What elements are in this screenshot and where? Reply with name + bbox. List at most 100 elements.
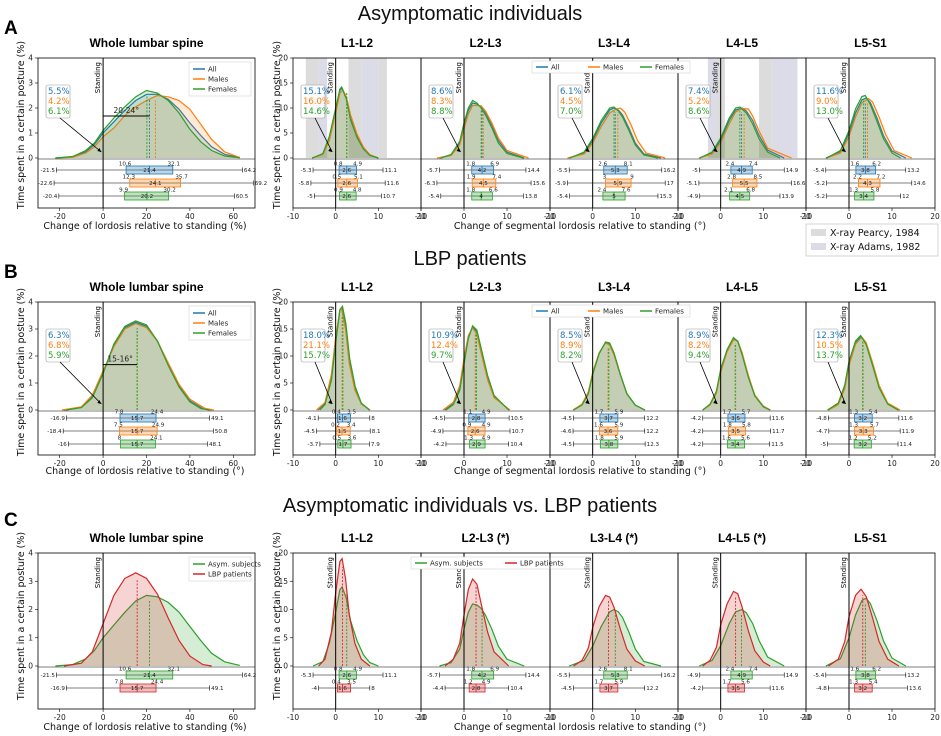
xtick-label: 20 (801, 713, 811, 722)
box-q3-label: 30.2 (163, 187, 175, 193)
xtick-label: 10 (887, 212, 897, 221)
box-row: -5.9 3 5.9 9 17 (555, 174, 674, 188)
percent-below-label: 8.5% (560, 331, 582, 341)
box-max-label: 13.8 (525, 194, 538, 200)
series-legend: Asym. subjects LBP patients (188, 556, 261, 582)
legend-frame (410, 556, 592, 570)
iqr-box (467, 426, 486, 436)
ytick-label: 2 (28, 104, 33, 113)
density-area (826, 98, 912, 158)
xtick-label: 20 (545, 212, 555, 221)
box-min-label: -5.3 (301, 168, 312, 174)
percent-below-label: 8.6% (431, 87, 453, 97)
standing-label: Standing (584, 557, 592, 588)
annotation-arrow (571, 361, 590, 405)
box-max-label: 11.9 (902, 429, 915, 435)
density-line (436, 104, 529, 159)
box-max-label: 14.9 (786, 168, 799, 174)
annotation-arrowhead (456, 400, 461, 404)
standing-label: Standing (94, 62, 102, 93)
panel-title: L3-L4 (598, 36, 630, 50)
iqr-box (119, 413, 157, 423)
panel-title: L3-L4 (*) (590, 531, 638, 545)
box-median-label: 2.6 (342, 168, 351, 174)
box-q1-label: 0.5 (332, 435, 341, 441)
xtick-label: 0 (101, 713, 106, 722)
box-median-label: 2.8 (472, 416, 481, 422)
iqr-box (727, 439, 745, 449)
box-max-label: 15.6 (533, 181, 546, 187)
percent-below-label: 21.1% (303, 341, 330, 351)
percent-below-label: 12.4% (431, 341, 458, 351)
box-max-label: 11.1 (385, 168, 398, 174)
ytick-label: 15 (278, 79, 288, 88)
box-q1-label: 1.3 (849, 422, 858, 428)
box-min-label: -4.8 (816, 686, 827, 692)
panel-title: L2-L3 (469, 36, 501, 50)
density-area (55, 94, 240, 158)
xtick-label: 20 (673, 212, 683, 221)
percent-below-label: 7.0% (560, 107, 582, 117)
ytick-label: 0 (283, 662, 288, 671)
box-q1-label: 2.4 (725, 666, 734, 672)
section-title-b: LBP patients (413, 248, 526, 270)
box-q3-label: 6.9 (490, 666, 499, 672)
iqr-box (727, 683, 745, 693)
box-q1-label: 1.6 (722, 435, 731, 441)
box-q3-label: 5.8 (742, 422, 751, 428)
density-area (312, 90, 379, 158)
box-q1-label: 1.7 (722, 409, 731, 415)
iqr-box (727, 426, 746, 436)
box-max-label: 11.6 (387, 181, 400, 187)
density-area (318, 307, 370, 410)
box-min-label: -4.6 (561, 429, 572, 435)
panel-title: L4-L5 (726, 36, 758, 50)
iqr-box (336, 413, 351, 423)
box-max-label: 10.7 (383, 194, 396, 200)
pearcy-swatch (811, 229, 826, 236)
iqr-box (854, 191, 875, 201)
box-max-label: 11.6 (900, 416, 913, 422)
box-q3-label: 6.9 (490, 161, 499, 167)
legend-label: All (551, 64, 560, 72)
box-median-label: 1.7 (338, 442, 347, 448)
ytick-label: 0 (28, 154, 33, 163)
ytick-label: 15 (278, 325, 288, 334)
below-standing-annotation: 10.9%12.4%9.7% (428, 328, 461, 405)
box-max-label: 12.2 (646, 416, 658, 422)
density-area (55, 595, 240, 666)
box-row: -4.4 1.22.84.9 10.4 (433, 679, 523, 693)
box-median-label: 3.7 (604, 416, 613, 422)
box-row: -5.4 2.4 5 7.6 15.3 (557, 187, 672, 201)
below-standing-annotation: 6.3%6.8%5.9% (45, 328, 102, 405)
annotation-arrow (571, 117, 590, 153)
box-max-label: 14.4 (527, 673, 540, 679)
xtick-label: 0 (590, 212, 595, 221)
annotation-arrowhead (328, 400, 333, 404)
below-standing-annotation: 11.6%9.0%13.0% (813, 84, 846, 153)
iqr-box (120, 439, 156, 449)
ytick-label: 15 (278, 577, 288, 586)
annotation-box (685, 84, 711, 119)
box-row: -16.9 7.8 15.7 24.4 49.1 (50, 409, 224, 423)
box-median-label: 15.7 (131, 416, 144, 422)
ylabel-b-text: Time spent in a certain posture (%) (16, 288, 27, 457)
percent-below-label: 6.1% (48, 107, 70, 117)
xtick-label: -10 (672, 459, 684, 468)
percent-below-label: 10.5% (816, 341, 843, 351)
annotation-arrow (314, 361, 333, 405)
box-min-label: -16 (58, 442, 68, 448)
density-line (442, 326, 511, 411)
box-min-label: -5.2 (814, 194, 825, 200)
percent-below-label: 13.0% (816, 107, 843, 117)
axes-frame (805, 301, 936, 456)
box-max-label: 13.2 (907, 673, 919, 679)
legend-label: LBP patients (520, 560, 564, 568)
percent-below-label: 9.0% (816, 97, 838, 107)
box-median-label: 3.5 (731, 416, 740, 422)
box-q3-label: 4.9 (353, 161, 362, 167)
